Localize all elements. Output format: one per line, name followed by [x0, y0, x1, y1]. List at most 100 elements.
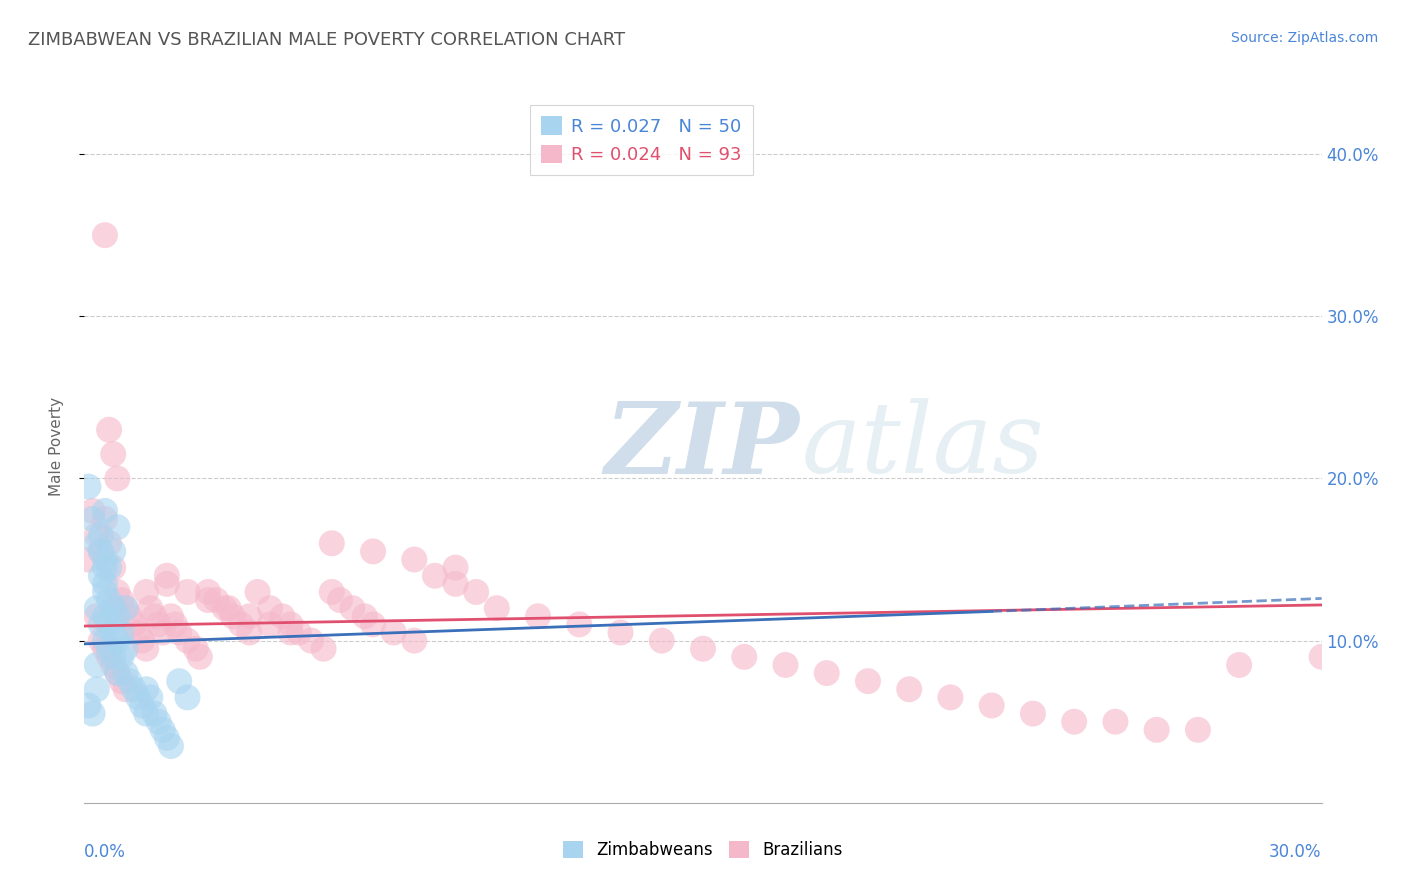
Text: atlas: atlas	[801, 399, 1045, 493]
Point	[1104, 714, 1126, 729]
Point	[86, 682, 108, 697]
Point	[651, 633, 673, 648]
Point	[110, 625, 132, 640]
Point	[167, 674, 190, 689]
Point	[299, 633, 322, 648]
Point	[733, 649, 755, 664]
Point	[114, 682, 136, 697]
Point	[444, 560, 467, 574]
Point	[259, 601, 281, 615]
Point	[105, 633, 128, 648]
Point	[90, 544, 112, 558]
Point	[527, 609, 550, 624]
Point	[197, 593, 219, 607]
Point	[94, 560, 117, 574]
Point	[1146, 723, 1168, 737]
Point	[77, 552, 100, 566]
Point	[114, 666, 136, 681]
Point	[86, 528, 108, 542]
Point	[238, 625, 260, 640]
Point	[77, 698, 100, 713]
Point	[131, 633, 153, 648]
Point	[122, 617, 145, 632]
Point	[143, 706, 166, 721]
Point	[156, 731, 179, 745]
Point	[98, 593, 121, 607]
Point	[135, 706, 157, 721]
Point	[259, 617, 281, 632]
Point	[361, 617, 384, 632]
Point	[82, 504, 104, 518]
Point	[815, 666, 838, 681]
Point	[1063, 714, 1085, 729]
Point	[321, 536, 343, 550]
Point	[77, 479, 100, 493]
Point	[156, 577, 179, 591]
Point	[90, 544, 112, 558]
Legend: Zimbabweans, Brazilians: Zimbabweans, Brazilians	[557, 834, 849, 866]
Point	[94, 641, 117, 656]
Point	[86, 657, 108, 672]
Point	[105, 520, 128, 534]
Point	[167, 625, 190, 640]
Point	[94, 552, 117, 566]
Point	[176, 690, 198, 705]
Point	[98, 641, 121, 656]
Point	[214, 601, 236, 615]
Point	[1187, 723, 1209, 737]
Point	[152, 625, 174, 640]
Point	[94, 609, 117, 624]
Point	[609, 625, 631, 640]
Point	[98, 423, 121, 437]
Point	[110, 593, 132, 607]
Point	[103, 625, 125, 640]
Point	[118, 609, 141, 624]
Point	[86, 601, 108, 615]
Point	[288, 625, 311, 640]
Point	[271, 609, 294, 624]
Point	[110, 649, 132, 664]
Point	[98, 617, 121, 632]
Point	[361, 544, 384, 558]
Point	[404, 552, 426, 566]
Point	[127, 690, 149, 705]
Text: 30.0%: 30.0%	[1270, 843, 1322, 862]
Point	[222, 609, 245, 624]
Point	[312, 641, 335, 656]
Point	[114, 641, 136, 656]
Point	[86, 536, 108, 550]
Point	[404, 633, 426, 648]
Point	[176, 585, 198, 599]
Point	[176, 633, 198, 648]
Point	[90, 633, 112, 648]
Point	[321, 585, 343, 599]
Point	[94, 228, 117, 243]
Point	[568, 617, 591, 632]
Point	[143, 609, 166, 624]
Point	[139, 601, 162, 615]
Point	[382, 625, 405, 640]
Point	[1310, 649, 1333, 664]
Point	[184, 641, 207, 656]
Point	[110, 674, 132, 689]
Point	[423, 568, 446, 582]
Text: 0.0%: 0.0%	[84, 843, 127, 862]
Point	[1227, 657, 1250, 672]
Point	[98, 560, 121, 574]
Point	[280, 617, 302, 632]
Point	[135, 641, 157, 656]
Point	[82, 706, 104, 721]
Point	[94, 512, 117, 526]
Point	[118, 674, 141, 689]
Point	[148, 714, 170, 729]
Point	[939, 690, 962, 705]
Point	[775, 657, 797, 672]
Point	[90, 528, 112, 542]
Point	[160, 739, 183, 753]
Point	[156, 568, 179, 582]
Point	[103, 544, 125, 558]
Point	[205, 593, 228, 607]
Point	[94, 577, 117, 591]
Point	[82, 512, 104, 526]
Point	[105, 585, 128, 599]
